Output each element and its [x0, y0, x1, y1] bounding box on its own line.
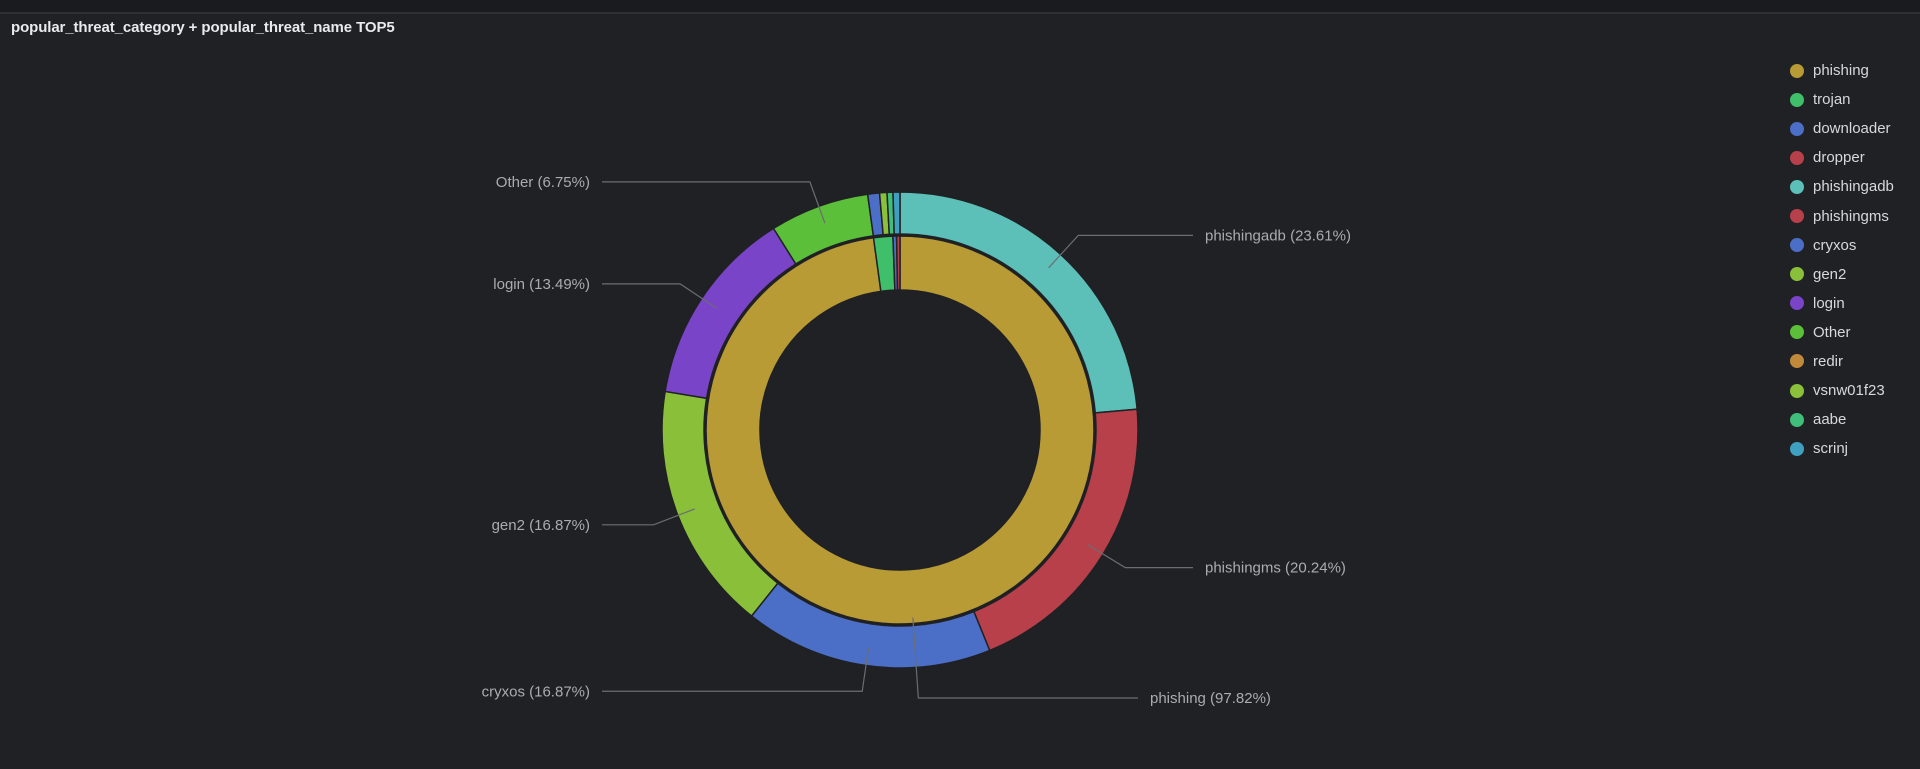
leader-line-other [602, 181, 826, 224]
legend-label: phishingms [1813, 207, 1889, 225]
legend-item-dropper[interactable]: dropper [1790, 143, 1918, 172]
callout-label-phishing: phishing (97.82%) [1150, 690, 1271, 707]
legend-label: vsnw01f23 [1813, 382, 1885, 400]
leader-line-phishingadb [1048, 234, 1193, 269]
legend-item-phishing[interactable]: phishing [1790, 56, 1918, 85]
legend-item-phishingadb[interactable]: phishingadb [1790, 172, 1918, 201]
legend-label: redir [1813, 352, 1844, 370]
inner-slice-dropper[interactable] [895, 235, 901, 291]
legend-label: phishingadb [1813, 178, 1894, 196]
legend-label: trojan [1813, 91, 1851, 109]
leader-line-phishingms [1087, 544, 1193, 569]
legend-item-cryxos[interactable]: cryxos [1790, 231, 1918, 260]
legend-label: dropper [1813, 149, 1865, 167]
legend-item-phishingms[interactable]: phishingms [1790, 201, 1918, 230]
callout-label-phishingadb: phishingadb (23.61%) [1205, 227, 1351, 244]
legend-dot-icon [1790, 209, 1804, 224]
callout-label-phishingms: phishingms (20.24%) [1205, 560, 1346, 577]
leader-line-phishing [912, 617, 1138, 699]
leader-line-login [602, 283, 718, 309]
legend-item-downloader[interactable]: downloader [1790, 114, 1918, 143]
legend-dot-icon [1790, 383, 1804, 398]
legend-label: phishing [1813, 62, 1869, 80]
legend-dot-icon [1790, 179, 1804, 194]
legend-label: login [1813, 294, 1845, 312]
callout-label-other: Other (6.75%) [496, 174, 590, 191]
legend-item-other[interactable]: Other [1790, 318, 1918, 347]
legend-dot-icon [1790, 92, 1804, 107]
inner-slice-phishing[interactable] [705, 235, 1095, 625]
legend-dot-icon [1790, 296, 1804, 311]
legend-dot-icon [1790, 441, 1804, 456]
callout-label-login: login (13.49%) [493, 276, 590, 293]
leader-line-gen2 [602, 508, 695, 526]
legend-dot-icon [1790, 150, 1804, 165]
legend-dot-icon [1790, 267, 1804, 282]
legend-dot-icon [1790, 238, 1804, 253]
legend-item-aabe[interactable]: aabe [1790, 405, 1918, 434]
legend-dot-icon [1790, 325, 1804, 340]
leader-line-cryxos [602, 647, 870, 692]
callout-leaders [602, 181, 1193, 699]
legend-item-gen2[interactable]: gen2 [1790, 260, 1918, 289]
legend-label: Other [1813, 323, 1851, 341]
legend-item-login[interactable]: login [1790, 289, 1918, 318]
legend-dot-icon [1790, 121, 1804, 136]
callout-labels: phishingadb (23.61%) phishingms (20.24%) p… [482, 174, 1351, 707]
legend-label: gen2 [1813, 265, 1847, 283]
legend-label: scrinj [1813, 440, 1849, 458]
legend-item-vsnw01f23[interactable]: vsnw01f23 [1790, 376, 1918, 405]
legend-label: aabe [1813, 411, 1847, 429]
legend-dot-icon [1790, 412, 1804, 427]
legend-label: cryxos [1813, 236, 1857, 254]
inner-ring [705, 235, 1095, 625]
outer-ring [661, 191, 1139, 669]
callout-label-cryxos: cryxos (16.87%) [482, 683, 590, 700]
panel-title: popular_threat_category + popular_threat… [11, 19, 395, 36]
legend-item-trojan[interactable]: trojan [1790, 85, 1918, 114]
legend-dot-icon [1790, 354, 1804, 369]
legend-label: downloader [1813, 120, 1891, 138]
outer-slice-scrinj[interactable] [892, 191, 901, 235]
legend-dot-icon [1790, 63, 1804, 78]
legend-item-scrinj[interactable]: scrinj [1790, 434, 1918, 463]
legend-item-redir[interactable]: redir [1790, 347, 1918, 376]
callout-label-gen2: gen2 (16.87%) [492, 517, 590, 534]
chart-legend: phishing trojan downloader dropper phishinga… [1790, 56, 1918, 463]
panel-top-bar [0, 0, 1920, 14]
